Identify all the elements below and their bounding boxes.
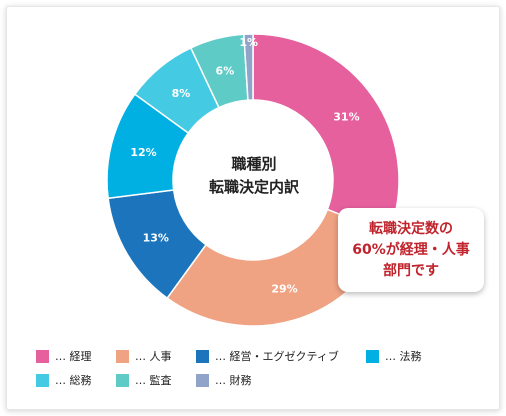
callout-line1: 転職決定数の <box>369 220 453 237</box>
callout-line2: 60%が経理・人事 <box>352 241 470 258</box>
callout-line3: 部門です <box>383 262 439 279</box>
slice-label: 29% <box>271 283 297 296</box>
legend-item: … 総務 <box>36 372 116 388</box>
legend-swatch <box>116 373 129 387</box>
center-label-line2: 転職決定内訳 <box>209 178 300 196</box>
chart-legend: … 経理 … 人事 … 経営・エグゼクティブ … 法務 … 総務 … 監査 … 財務 <box>36 345 496 393</box>
legend-swatch <box>196 349 209 363</box>
legend-row: … 総務 … 監査 … 財務 <box>36 369 496 391</box>
legend-item: … 経営・エグゼクティブ <box>196 348 366 364</box>
legend-label: … 経営・エグゼクティブ <box>215 350 339 363</box>
donut-slice-labels: 31% 29% 13% 12% 8% 6% 1% <box>130 36 359 295</box>
legend-label: … 経理 <box>55 350 92 363</box>
donut-slice <box>166 208 390 327</box>
legend-label: … 人事 <box>135 350 172 363</box>
slice-label: 1% <box>239 36 258 49</box>
slice-label: 8% <box>172 87 191 100</box>
legend-item: … 人事 <box>116 348 196 364</box>
legend-swatch <box>36 349 49 363</box>
legend-item: … 経理 <box>36 348 116 364</box>
legend-label: … 法務 <box>385 350 422 363</box>
donut-slice <box>243 33 254 101</box>
legend-row: … 経理 … 人事 … 経営・エグゼクティブ … 法務 <box>36 345 496 367</box>
callout-box: 転職決定数の 60%が経理・人事 部門です <box>338 208 484 292</box>
legend-swatch <box>116 349 129 363</box>
legend-label: … 財務 <box>215 374 252 387</box>
center-label-line1: 職種別 <box>231 155 276 173</box>
legend-item: … 監査 <box>116 372 196 388</box>
slice-label: 6% <box>216 65 235 78</box>
slice-label: 12% <box>130 146 156 159</box>
slice-label: 31% <box>333 110 359 123</box>
legend-label: … 総務 <box>55 374 92 387</box>
legend-item: … 法務 <box>366 348 456 364</box>
legend-swatch <box>366 349 379 363</box>
legend-label: … 監査 <box>135 374 172 387</box>
legend-item: … 財務 <box>196 372 366 388</box>
donut-slices <box>106 33 400 327</box>
slice-label: 13% <box>143 232 169 245</box>
donut-slice <box>252 33 400 235</box>
legend-swatch <box>196 373 209 387</box>
legend-swatch <box>36 373 49 387</box>
